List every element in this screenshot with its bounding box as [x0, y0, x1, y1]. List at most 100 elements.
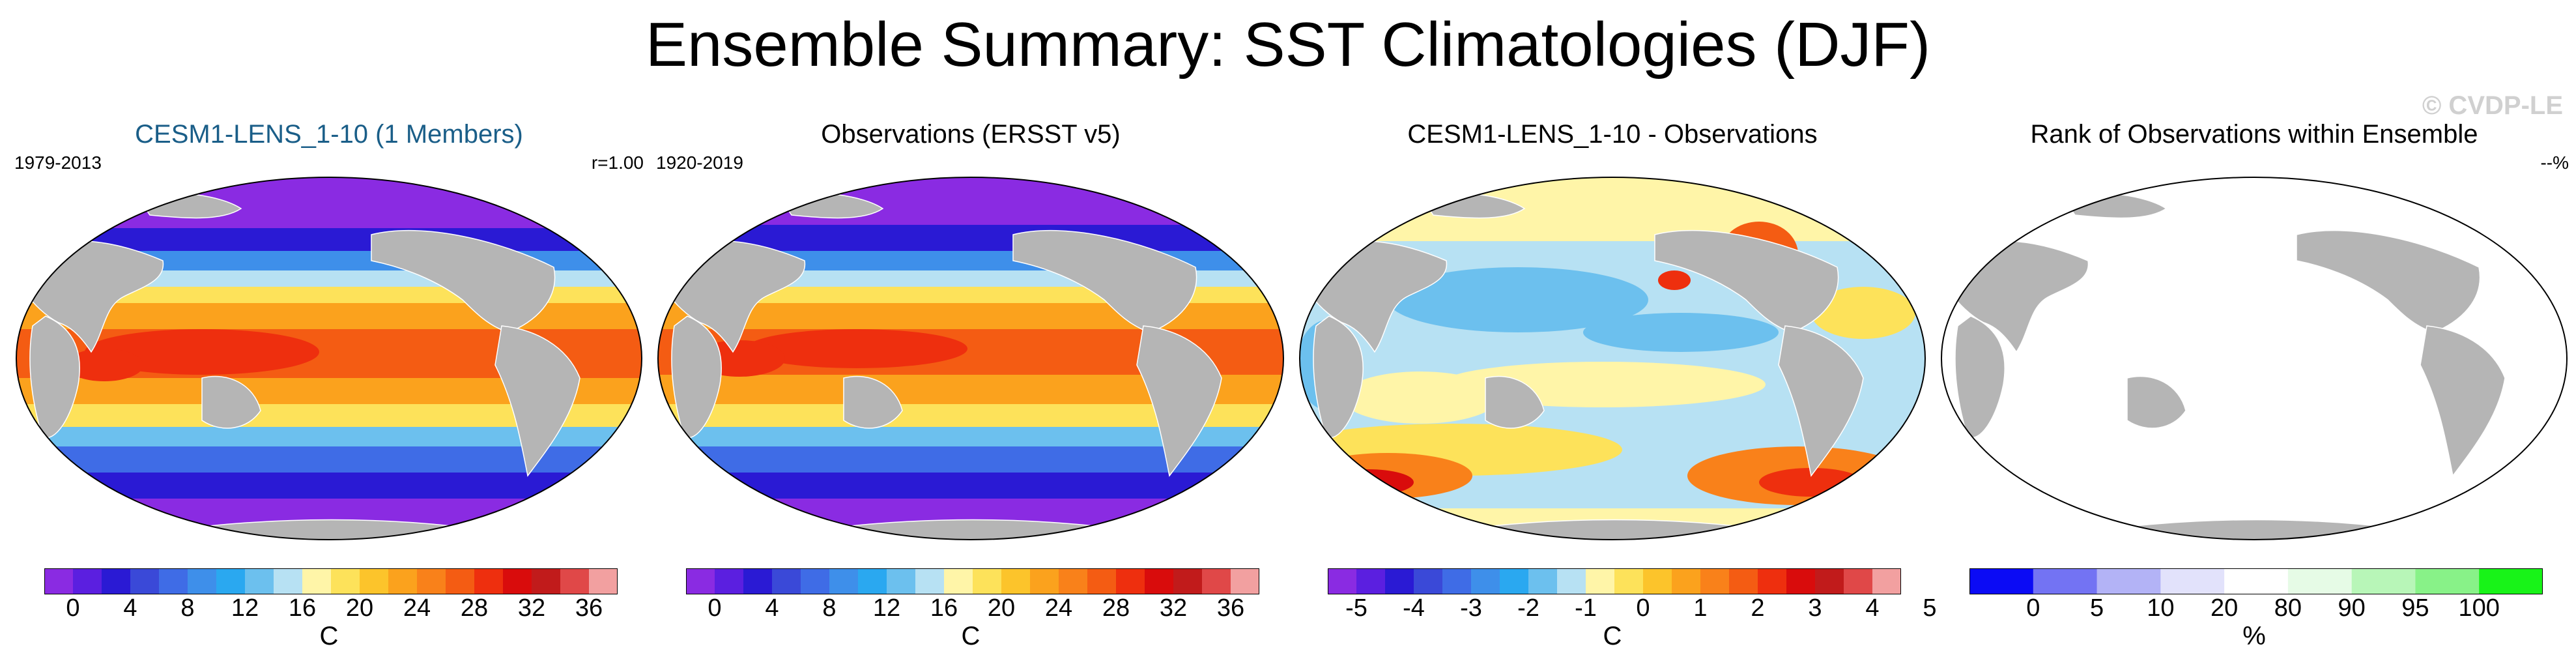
colorbar-tick-label: 20 [987, 594, 1016, 622]
colorbar-tick-label: 32 [517, 594, 546, 622]
colorbar-swatch [1500, 568, 1529, 594]
colorbar-swatch [589, 568, 618, 594]
colorbar-swatch [1758, 568, 1787, 594]
colorbar-tick-label: 20 [2210, 594, 2239, 622]
colorbar-swatch [1145, 568, 1174, 594]
colorbar-swatch [2287, 568, 2353, 594]
colorbar-tick-label: 0 [1636, 594, 1650, 622]
colorbar-tick-label: -1 [1575, 594, 1597, 622]
colorbar-tick-label: 10 [2147, 594, 2175, 622]
colorbar-tick-label: 100 [2458, 594, 2500, 622]
colorbar-tick-label: 12 [872, 594, 901, 622]
colorbar-tick-label: 5 [1923, 594, 1937, 622]
colorbar-tick-label: 2 [1751, 594, 1765, 622]
colorbar [1969, 568, 2543, 594]
colorbar-swatch [1700, 568, 1730, 594]
colorbar-swatch [474, 568, 504, 594]
colorbar-swatch [446, 568, 475, 594]
colorbar-swatch [973, 568, 1002, 594]
colorbar-swatch [331, 568, 360, 594]
colorbar-swatch [188, 568, 217, 594]
colorbar-swatch [1643, 568, 1672, 594]
colorbar-tick-label: 0 [708, 594, 722, 622]
colorbar-swatch [73, 568, 102, 594]
colorbar-swatch [1586, 568, 1615, 594]
colorbar-tick-label: 4 [765, 594, 779, 622]
colorbar-tick-label: 4 [123, 594, 137, 622]
colorbar-swatch [2160, 568, 2225, 594]
colorbar-tick-label: 80 [2274, 594, 2302, 622]
colorbar-swatch [130, 568, 160, 594]
colorbar-swatch [1969, 568, 2034, 594]
colorbar-tick-label: 16 [930, 594, 958, 622]
colorbar-labels: 0 5 10 20 80 90 95 100 [1932, 594, 2576, 634]
colorbar-tick-label: 0 [66, 594, 80, 622]
colorbar-swatch [715, 568, 744, 594]
colorbar-tick-label: 16 [288, 594, 317, 622]
panel-title: Observations (ERSST v5) [821, 120, 1121, 149]
colorbar-swatch [2033, 568, 2098, 594]
colorbar-swatch [2479, 568, 2543, 594]
colorbar-swatch [417, 568, 446, 594]
colorbar-unit: C [319, 622, 339, 650]
colorbar-tick-label: 32 [1159, 594, 1188, 622]
colorbar-swatch [2351, 568, 2416, 594]
colorbar-tick-label: 4 [1865, 594, 1880, 622]
colorbar-unit: C [1603, 622, 1622, 650]
colorbar-swatch [1528, 568, 1558, 594]
colorbar-swatch [245, 568, 274, 594]
colorbar-unit: % [2242, 622, 2266, 650]
colorbar-swatch [1442, 568, 1472, 594]
colorbar-swatch [1231, 568, 1259, 594]
colorbar-swatch [858, 568, 887, 594]
colorbar-swatch [2097, 568, 2161, 594]
panel-observed-sst: Observations (ERSST v5) 1920-2019 [648, 111, 1293, 670]
colorbar-swatch [772, 568, 801, 594]
colorbar-swatch [503, 568, 532, 594]
colorbar-tick-label: 28 [460, 594, 489, 622]
colorbar-swatch [1385, 568, 1414, 594]
colorbar-swatch [1786, 568, 1816, 594]
panel-title: CESM1-LENS_1-10 - Observations [1407, 120, 1818, 149]
colorbar-swatch [302, 568, 332, 594]
colorbar-swatch [360, 568, 389, 594]
colorbar-swatch [102, 568, 131, 594]
colorbar-swatch [1872, 568, 1901, 594]
colorbar-tick-label: 1 [1693, 594, 1708, 622]
colorbar-swatch [1030, 568, 1059, 594]
colorbar-tick-label: 3 [1808, 594, 1822, 622]
figure-title: Ensemble Summary: SST Climatologies (DJF… [645, 10, 1931, 80]
colorbar-swatch [1356, 568, 1386, 594]
colorbar-labels: -5 -4 -3 -2 -1 0 1 2 3 4 5 [1290, 594, 1937, 634]
colorbar-tick-label: 24 [403, 594, 431, 622]
colorbar-swatch [887, 568, 916, 594]
sst-map [657, 177, 1284, 540]
colorbar [686, 568, 1259, 594]
colorbar-swatch [1001, 568, 1031, 594]
colorbar-swatch [1815, 568, 1844, 594]
difference-map [1299, 177, 1926, 540]
colorbar-tick-label: 90 [2338, 594, 2366, 622]
colorbar-swatch [159, 568, 188, 594]
colorbar-swatch [2415, 568, 2480, 594]
colorbar-swatch [915, 568, 945, 594]
sst-map [16, 177, 642, 540]
colorbar [44, 568, 618, 594]
period-label: 1979-2013 [14, 153, 102, 173]
colorbar-tick-label: 36 [1216, 594, 1245, 622]
colorbar-tick-label: 24 [1044, 594, 1073, 622]
watermark: © CVDP-LE [2422, 91, 2563, 120]
colorbar-swatch [1672, 568, 1701, 594]
colorbar-swatch [1729, 568, 1758, 594]
colorbar-tick-label: 20 [345, 594, 374, 622]
colorbar-swatch [1471, 568, 1500, 594]
colorbar-swatch [944, 568, 973, 594]
panel-model-sst: CESM1-LENS_1-10 (1 Members) 1979-2013 r=… [7, 111, 651, 670]
colorbar-tick-label: 0 [2026, 594, 2040, 622]
colorbar-swatch [1557, 568, 1586, 594]
colorbar-tick-label: -5 [1345, 594, 1367, 622]
colorbar-swatch [1614, 568, 1644, 594]
rank-percent-label: --% [2540, 153, 2569, 173]
colorbar-tick-label: 8 [180, 594, 195, 622]
colorbar-swatch [560, 568, 590, 594]
